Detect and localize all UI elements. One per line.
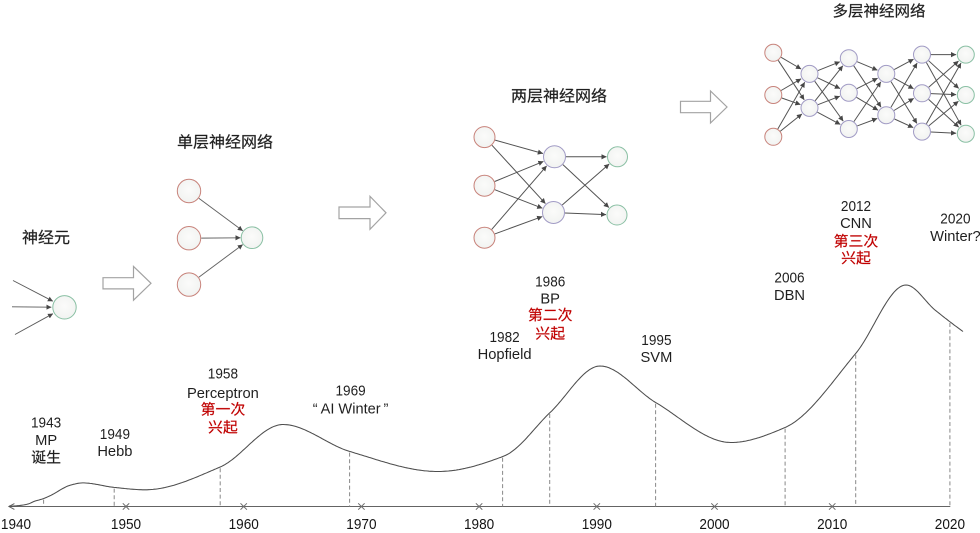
svg-text:Perceptron: Perceptron [187, 386, 259, 402]
svg-text:2012: 2012 [841, 199, 871, 215]
svg-text:1990: 1990 [582, 517, 612, 533]
svg-text:1982: 1982 [490, 330, 520, 346]
svg-text:2020: 2020 [935, 517, 965, 533]
svg-text:Winter?: Winter? [930, 229, 980, 245]
svg-text:1970: 1970 [346, 517, 376, 533]
svg-text:2010: 2010 [817, 517, 847, 533]
svg-text:1958: 1958 [208, 367, 238, 383]
svg-text:CNN: CNN [840, 216, 872, 232]
svg-text:Hebb: Hebb [97, 444, 132, 460]
svg-text:2000: 2000 [699, 517, 729, 533]
svg-text:2020: 2020 [940, 212, 970, 228]
svg-text:DBN: DBN [774, 288, 805, 304]
svg-text:Hopfield: Hopfield [478, 347, 532, 363]
svg-text:1940: 1940 [1, 517, 31, 533]
svg-text:1995: 1995 [641, 333, 671, 349]
svg-text:MP: MP [35, 433, 57, 449]
svg-text:“ AI Winter ”: “ AI Winter ” [313, 402, 389, 418]
svg-text:1980: 1980 [464, 517, 494, 533]
svg-text:SVM: SVM [640, 350, 672, 366]
svg-text:1969: 1969 [336, 384, 366, 400]
svg-text:BP: BP [540, 291, 560, 307]
svg-text:1949: 1949 [100, 427, 130, 443]
svg-text:1943: 1943 [31, 416, 61, 432]
svg-text:1986: 1986 [535, 274, 565, 290]
svg-text:1960: 1960 [229, 517, 259, 533]
svg-text:2006: 2006 [774, 271, 804, 287]
svg-text:1950: 1950 [111, 517, 141, 533]
